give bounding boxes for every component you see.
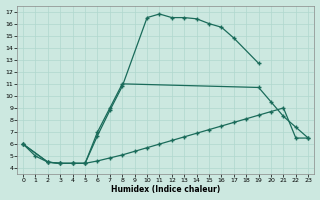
X-axis label: Humidex (Indice chaleur): Humidex (Indice chaleur) [111, 185, 220, 194]
